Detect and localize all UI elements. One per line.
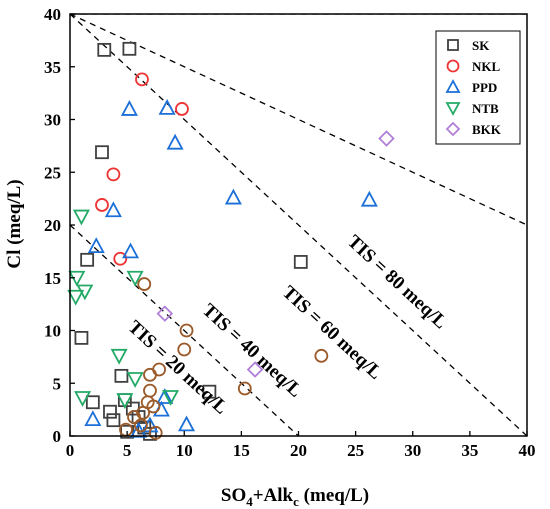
x-tick-label-5: 25 <box>347 441 364 460</box>
y-tick-label-4: 20 <box>44 216 61 235</box>
x-tick-label-2: 10 <box>176 441 193 460</box>
data-points <box>67 41 395 441</box>
point-sk-2 <box>95 145 109 160</box>
tis-line-3 <box>70 14 527 226</box>
point-ppd-0 <box>120 100 138 116</box>
legend-label-ntb: NTB <box>472 101 499 116</box>
point-series5-4 <box>237 381 252 396</box>
point-sk-6 <box>202 384 217 399</box>
x-tick-label-4: 20 <box>290 441 307 460</box>
point-bkk-1 <box>156 305 174 322</box>
axes: 0 5 10 15 20 25 30 35 40 0 5 10 15 20 25 30 35 40 <box>44 5 536 460</box>
x-axis-title: SO4+Alkc (meq/L) <box>221 485 369 509</box>
point-sk-1 <box>122 41 137 56</box>
point-series5-14 <box>148 425 163 440</box>
point-ppd-1 <box>158 98 176 115</box>
point-ntb-6 <box>126 372 144 388</box>
point-ppd-11 <box>178 415 196 432</box>
point-series5-12 <box>133 418 148 433</box>
point-ppd-10 <box>84 410 102 427</box>
tis-line-1 <box>70 224 299 436</box>
point-sk-5 <box>74 330 89 345</box>
point-series5-10 <box>146 399 161 414</box>
point-sk-7 <box>85 395 100 410</box>
legend-marker-bkk <box>445 121 461 137</box>
point-sk-10 <box>103 404 117 419</box>
point-series5-7 <box>143 383 157 398</box>
point-ntb-2 <box>126 270 144 287</box>
x-tick-label-8: 40 <box>519 441 536 460</box>
tis-label-4: TIS = 80 meq/L <box>343 231 451 333</box>
y-tick-label-8: 40 <box>44 5 61 24</box>
point-ppd-3 <box>224 188 242 205</box>
legend-marker-ppd <box>445 79 461 93</box>
point-series5-1 <box>179 323 194 338</box>
point-ppd-4 <box>360 190 378 207</box>
x-tick-label-1: 5 <box>123 441 132 460</box>
point-ntb-4 <box>76 284 94 301</box>
point-ppd-5 <box>104 201 122 218</box>
legend-marker-ntb <box>445 102 461 116</box>
point-ntb-5 <box>110 348 128 365</box>
y-axis-title: Cl (meq/L) <box>4 179 25 268</box>
x-tick-label-0: 0 <box>66 441 75 460</box>
point-sk-0 <box>97 42 112 57</box>
point-ppd-8 <box>156 388 174 404</box>
point-series5-6 <box>143 367 157 382</box>
point-ppd-6 <box>87 237 105 254</box>
point-series5-3 <box>314 348 329 363</box>
point-ntb-7 <box>74 391 92 407</box>
y-tick-label-7: 35 <box>44 58 61 77</box>
point-ntb-0 <box>72 209 90 226</box>
point-sk-4 <box>80 252 95 267</box>
legend-label-nkl: NKL <box>472 59 501 74</box>
point-ppd-2 <box>166 133 184 150</box>
y-tick-label-3: 15 <box>44 269 61 288</box>
point-bkk-2 <box>246 361 264 378</box>
point-nkl-3 <box>95 198 109 212</box>
point-series5-2 <box>177 342 192 357</box>
point-sk-13 <box>106 413 121 428</box>
legend-label-sk: SK <box>472 38 490 53</box>
point-ntb-9 <box>162 390 180 406</box>
x-tick-label-3: 15 <box>233 441 250 460</box>
point-nkl-2 <box>106 167 121 182</box>
point-nkl-1 <box>175 102 189 116</box>
point-sk-8 <box>114 368 129 383</box>
point-bkk-0 <box>378 130 395 147</box>
point-ntb-8 <box>116 393 134 410</box>
point-ppd-7 <box>122 242 140 259</box>
tis-label-3: TIS = 60 meq/L <box>278 282 386 384</box>
legend-label-ppd: PPD <box>472 80 497 95</box>
legend-marker-sk <box>447 39 459 51</box>
legend-marker-nkl <box>446 59 460 73</box>
y-tick-label-6: 30 <box>44 111 61 130</box>
point-series5-11 <box>127 410 141 424</box>
point-ppd-9 <box>152 400 170 417</box>
point-sk-3 <box>293 255 308 269</box>
point-series5-0 <box>137 277 152 291</box>
x-tick-label-7: 35 <box>461 441 478 460</box>
y-tick-label-5: 25 <box>44 163 61 182</box>
y-tick-label-1: 5 <box>53 374 62 393</box>
y-tick-label-2: 10 <box>44 322 61 341</box>
x-tick-label-6: 30 <box>404 441 421 460</box>
legend: SK NKL PPD NTB BKK <box>435 30 521 145</box>
tis-label-1: TIS = 20 meq/L <box>124 317 232 419</box>
legend-label-bkk: BKK <box>472 122 502 137</box>
point-nkl-4 <box>113 251 128 266</box>
point-nkl-0 <box>135 72 149 87</box>
point-ntb-3 <box>67 289 85 306</box>
y-tick-label-0: 0 <box>53 427 62 446</box>
